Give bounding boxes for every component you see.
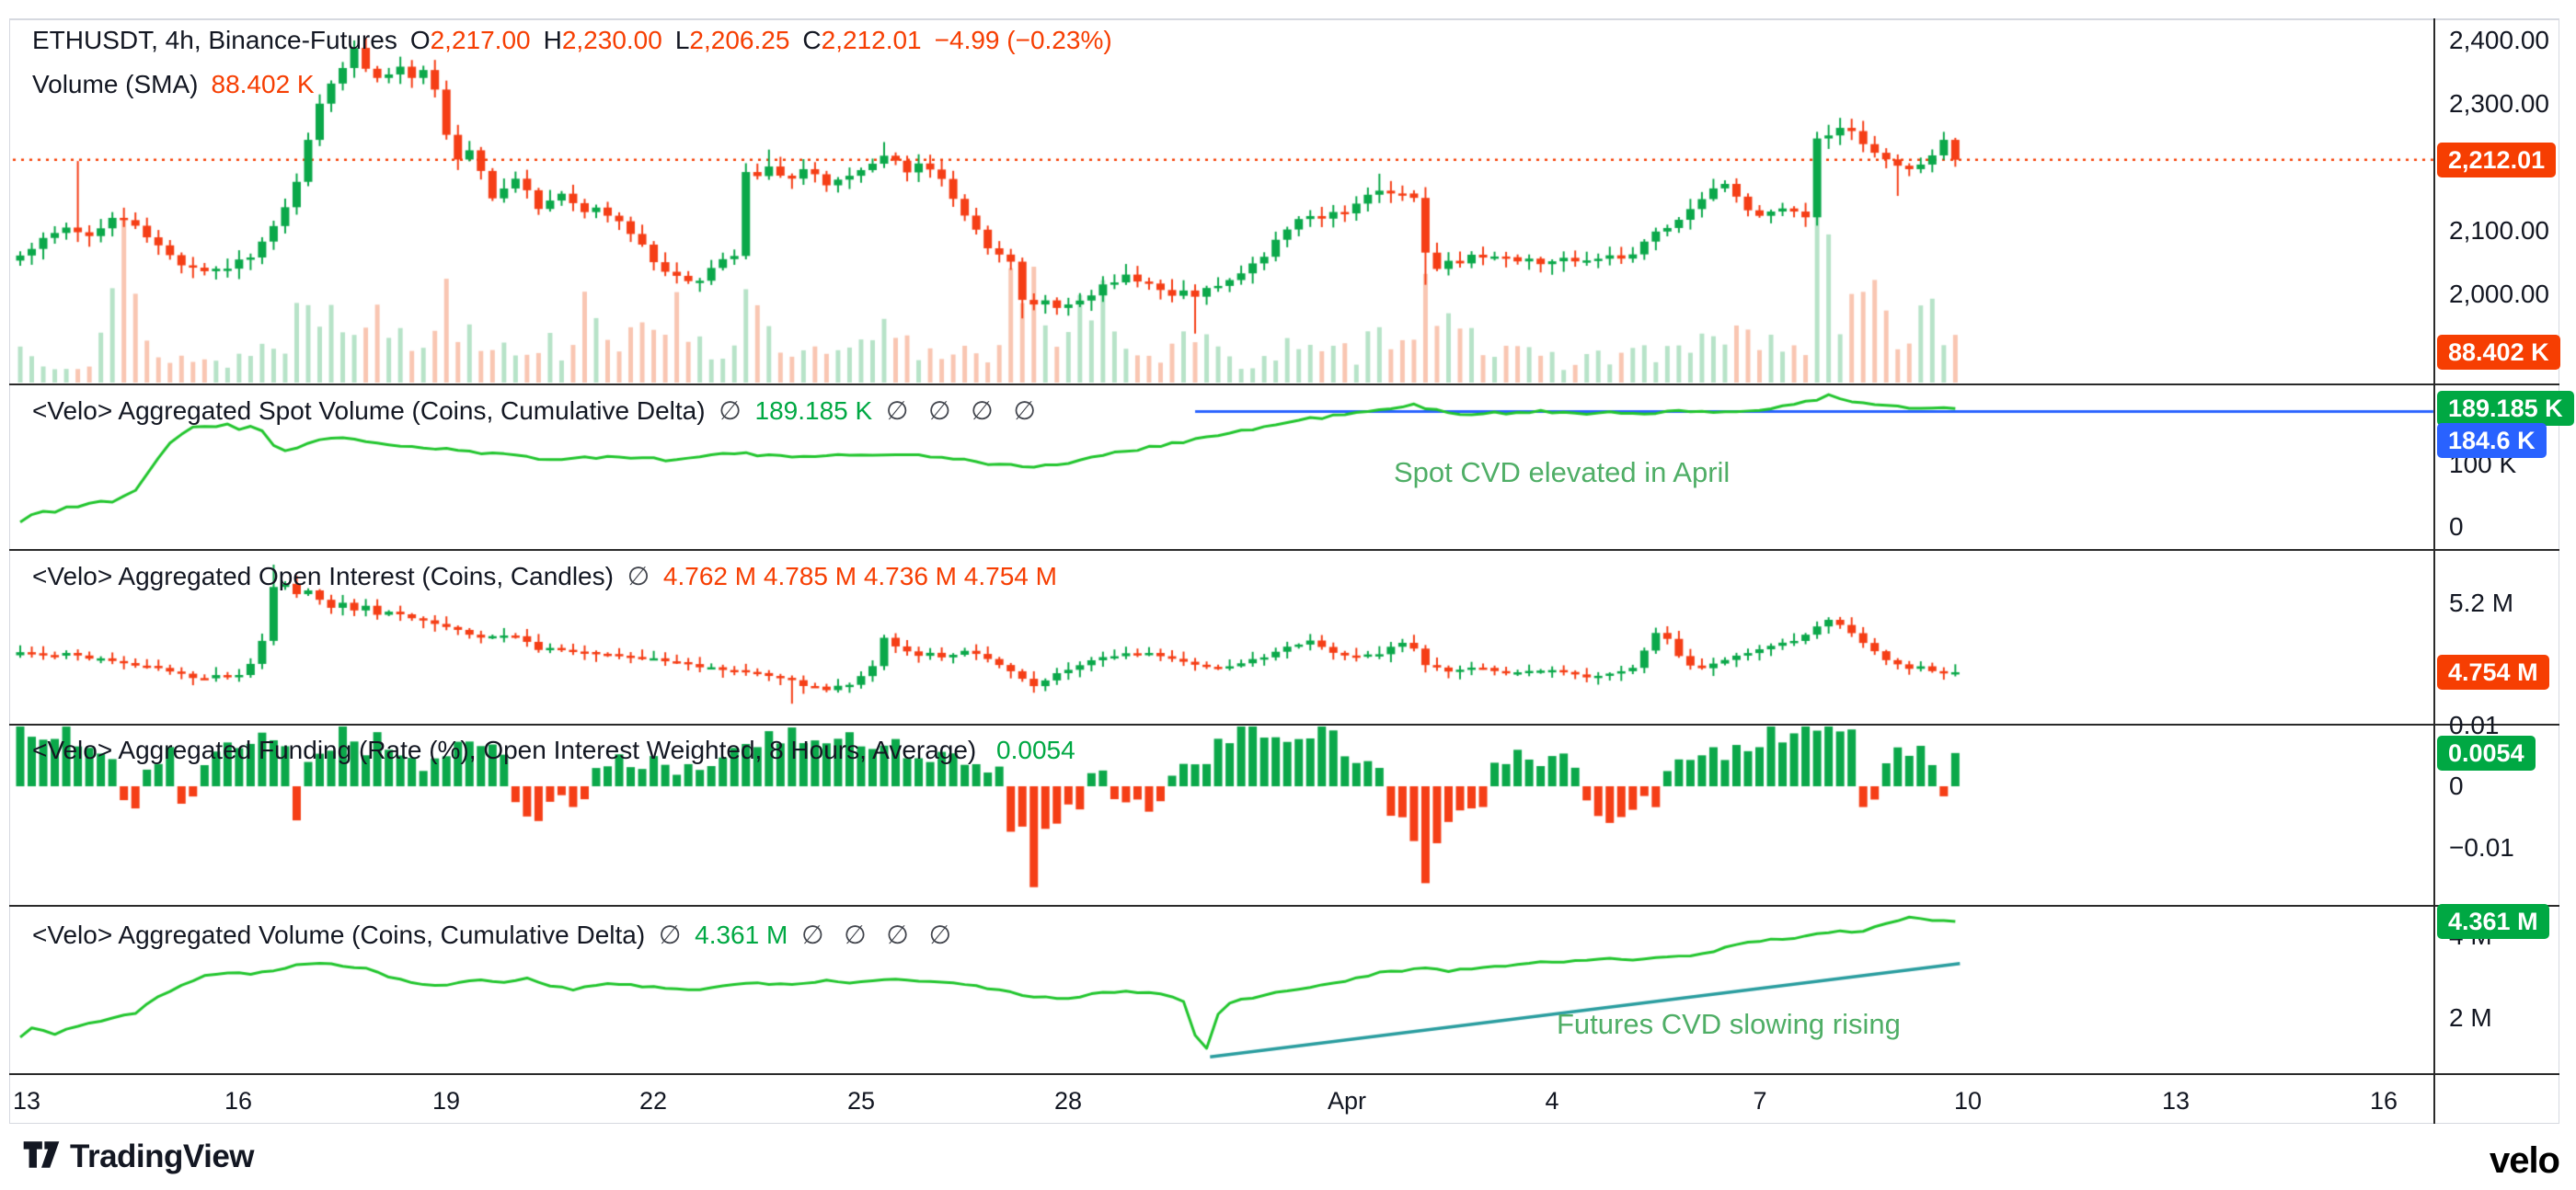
time-tick-label: 16 [2369, 1087, 2398, 1115]
pane-divider-3[interactable] [9, 724, 2559, 726]
time-tick-label: 10 [1953, 1087, 1983, 1115]
chart-bottom-border [9, 1123, 2559, 1124]
time-tick-label: 7 [1753, 1087, 1767, 1115]
high-label: H [543, 26, 562, 54]
price-axis-border[interactable] [2433, 18, 2435, 1124]
axis-label-futures: 2 M [2449, 1003, 2492, 1032]
chart-left-border [9, 18, 10, 1124]
axis-label-price: 2,000.00 [2449, 280, 2549, 308]
pane-divider-4[interactable] [9, 905, 2559, 907]
pane-divider-2[interactable] [9, 549, 2559, 551]
funding-legend[interactable]: <Velo> Aggregated Funding (Rate (%), Ope… [32, 736, 1075, 765]
phi-icon: ∅ [928, 396, 951, 425]
spot-cvd-legend[interactable]: <Velo> Aggregated Spot Volume (Coins, Cu… [32, 395, 1042, 426]
pane-divider-5[interactable] [9, 1073, 2559, 1075]
time-tick-label: 4 [1545, 1087, 1559, 1115]
time-tick-label: 28 [1053, 1087, 1083, 1115]
phi-icon: ∅ [658, 921, 682, 949]
futures-cvd-legend[interactable]: <Velo> Aggregated Volume (Coins, Cumulat… [32, 920, 958, 950]
axis-label-price: 2,400.00 [2449, 26, 2549, 54]
symbol-legend[interactable]: ETHUSDT, 4h, Binance-Futures O2,217.00 H2,… [32, 26, 1112, 55]
change-value: −4.99 (−0.23%) [934, 26, 1112, 54]
time-tick-label: 16 [224, 1087, 253, 1115]
futures-cvd-value: 4.361 M [695, 921, 788, 949]
time-tick-label: Apr [1327, 1087, 1367, 1115]
phi-icon: ∅ [627, 562, 650, 590]
phi-icon: ∅ [885, 396, 909, 425]
axis-label-price: 2,300.00 [2449, 89, 2549, 118]
oi-open-value: 4.762 M [662, 562, 757, 590]
tradingview-wordmark: TradingView [70, 1139, 255, 1174]
oi-close-value: 4.754 M [963, 562, 1057, 590]
volume-legend[interactable]: Volume (SMA) 88.402 K [32, 70, 315, 99]
low-label: L [674, 26, 690, 54]
volume-sma-value: 88.402 K [211, 70, 315, 98]
close-label: C [802, 26, 822, 54]
phi-icon: ∅ [1013, 396, 1036, 425]
time-tick-label: 19 [431, 1087, 461, 1115]
spot-cvd-value: 189.185 K [754, 396, 873, 425]
axis-label-funding: 0 [2449, 772, 2464, 800]
phi-icon: ∅ [844, 921, 867, 949]
time-tick-label: 22 [638, 1087, 668, 1115]
phi-icon: ∅ [971, 396, 994, 425]
price-badge: 2,212.01 [2437, 142, 2557, 177]
axis-label-oi: 5.2 M [2449, 589, 2514, 617]
spot-cvd-title[interactable]: <Velo> Aggregated Spot Volume (Coins, Cu… [32, 396, 706, 425]
phi-icon: ∅ [801, 921, 824, 949]
time-tick-label: 13 [12, 1087, 41, 1115]
low-value: 2,206.25 [689, 26, 790, 54]
volume-study-title[interactable]: Volume (SMA) [32, 70, 199, 98]
funding-value: 0.0054 [996, 736, 1075, 764]
phi-icon: ∅ [886, 921, 909, 949]
price-badge: 88.402 K [2437, 335, 2560, 371]
spot-cvd-annotation[interactable]: Spot CVD elevated in April [1394, 456, 1731, 488]
phi-icon: ∅ [719, 396, 742, 425]
high-value: 2,230.00 [561, 26, 662, 54]
axis-label-funding: 0.01 [2449, 711, 2500, 740]
open-interest-legend[interactable]: <Velo> Aggregated Open Interest (Coins, … [32, 561, 1057, 591]
price-badge: 4.361 M [2437, 903, 2549, 939]
open-label: O [409, 26, 431, 54]
price-badge: 189.185 K [2437, 391, 2574, 427]
time-tick-label: 13 [2161, 1087, 2191, 1115]
symbol-title[interactable]: ETHUSDT, 4h, Binance-Futures [32, 26, 397, 54]
open-value: 2,217.00 [430, 26, 531, 54]
open-interest-title[interactable]: <Velo> Aggregated Open Interest (Coins, … [32, 562, 614, 590]
pane-divider-1[interactable] [9, 383, 2559, 385]
price-badge: 184.6 K [2437, 423, 2547, 459]
close-value: 2,212.01 [821, 26, 922, 54]
oi-low-value: 4.736 M [863, 562, 957, 590]
axis-label-funding: −0.01 [2449, 833, 2514, 862]
axis-label-price: 2,100.00 [2449, 216, 2549, 245]
chart-top-border [9, 18, 2559, 20]
phi-icon: ∅ [928, 921, 951, 949]
time-tick-label: 25 [846, 1087, 876, 1115]
oi-high-value: 4.785 M [763, 562, 857, 590]
price-badge: 4.754 M [2437, 654, 2549, 690]
price-badge: 0.0054 [2437, 735, 2536, 771]
futures-cvd-title[interactable]: <Velo> Aggregated Volume (Coins, Cumulat… [32, 921, 646, 949]
futures-cvd-annotation[interactable]: Futures CVD slowing rising [1557, 1008, 1901, 1040]
tradingview-mark-icon [23, 1141, 60, 1168]
funding-title[interactable]: <Velo> Aggregated Funding (Rate (%), Ope… [32, 736, 977, 764]
axis-label-spot: 0 [2449, 512, 2464, 541]
velo-logo[interactable]: velo [2489, 1140, 2560, 1181]
tradingview-logo[interactable]: TradingView [22, 1139, 255, 1175]
